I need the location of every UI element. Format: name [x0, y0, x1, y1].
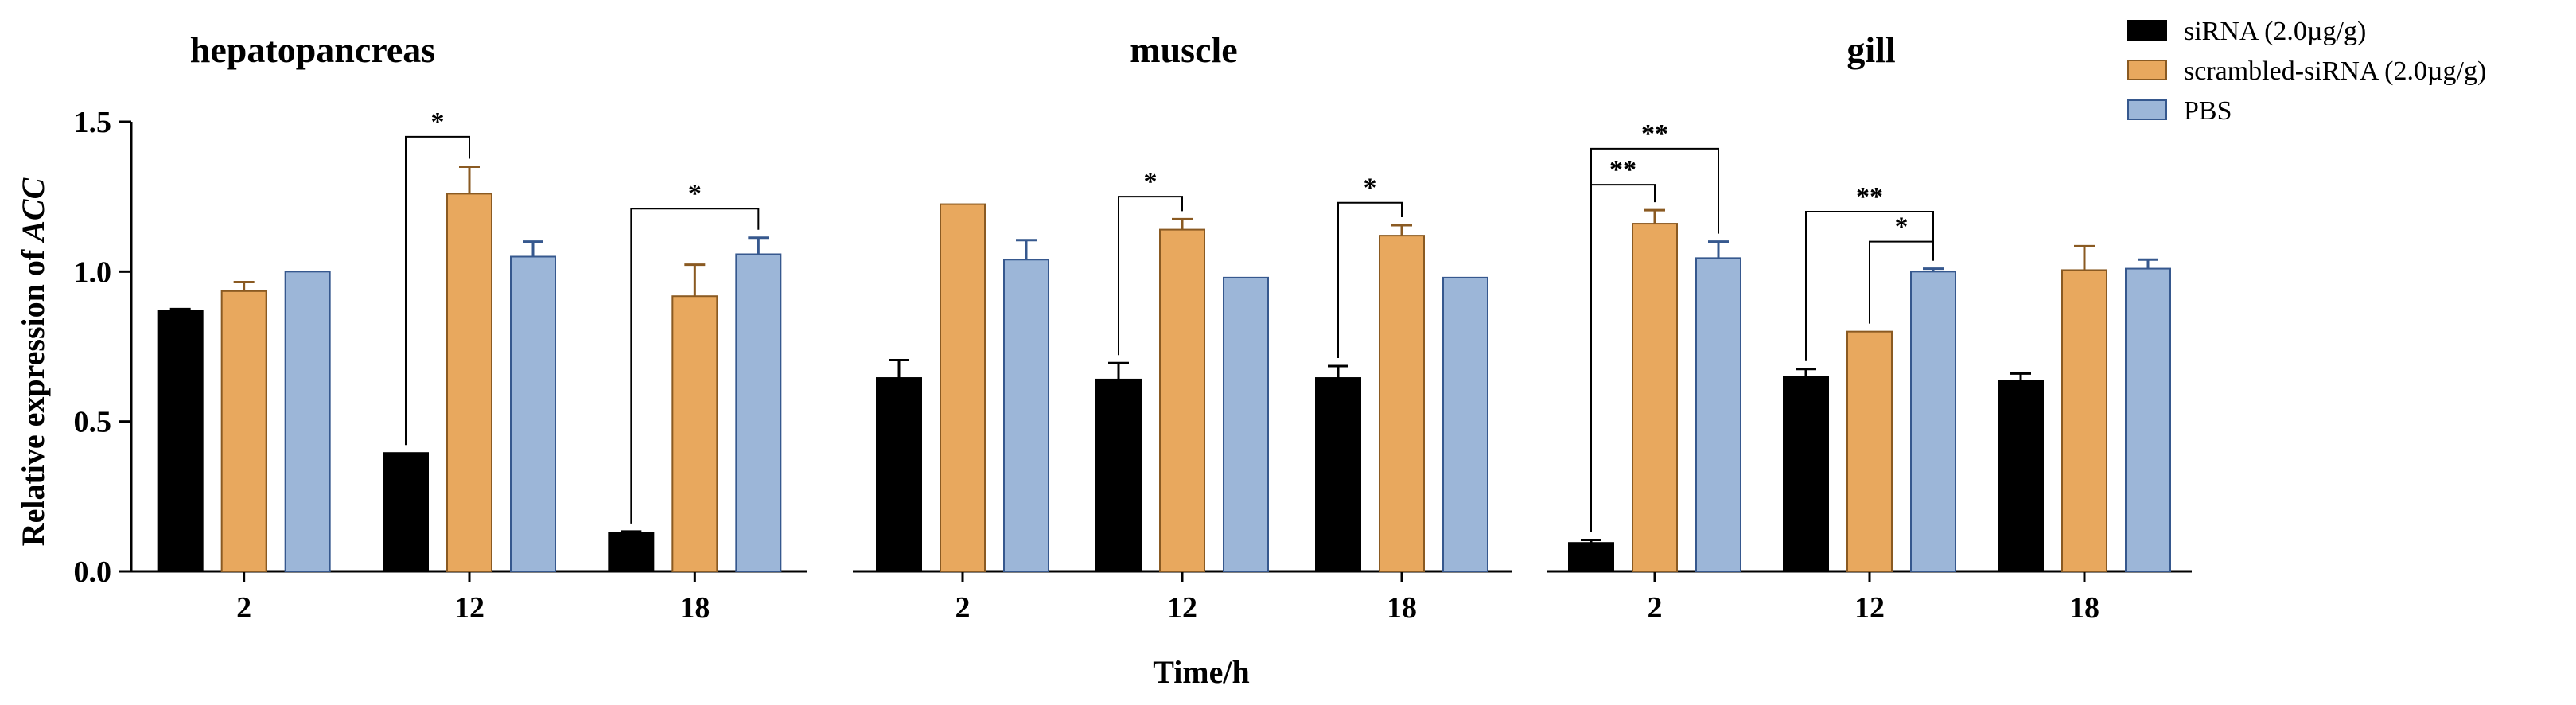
legend-label-pbs: PBS — [2184, 96, 2232, 126]
bar-sirna — [383, 452, 429, 573]
significance-bracket — [1805, 211, 1934, 361]
legend-swatch-pbs — [2127, 99, 2167, 120]
bar-pbs — [1442, 276, 1488, 572]
legend-label-sirna: siRNA (2.0µg/g) — [2184, 17, 2366, 46]
bar-pbs — [735, 253, 782, 572]
bar-scrambled — [1379, 235, 1425, 572]
bar-pbs — [1695, 257, 1741, 572]
legend-swatch-sirna — [2127, 20, 2167, 41]
bar-scrambled — [220, 290, 267, 572]
bar-scrambled — [446, 193, 492, 572]
significance-label: * — [1144, 167, 1158, 197]
panel-title: gill — [1846, 29, 1895, 70]
y-tick-label: 1.5 — [74, 106, 112, 139]
y-axis-title-gene: ACC — [15, 177, 51, 243]
x-axis-title: Time/h — [1153, 654, 1250, 690]
y-axis-title-text: Relative expression of — [15, 242, 51, 547]
significance-label: ** — [1856, 182, 1883, 212]
bar-pbs — [1910, 271, 1956, 572]
bar-pbs — [284, 271, 331, 572]
bar-scrambled — [940, 203, 986, 572]
x-tick-label: 2 — [236, 591, 251, 625]
bar-pbs — [1003, 259, 1049, 572]
significance-label: * — [1895, 212, 1909, 242]
legend: siRNA (2.0µg/g) scrambled-siRNA (2.0µg/g… — [2127, 17, 2486, 126]
y-tick-label: 0.0 — [74, 555, 112, 589]
significance-label: ** — [1609, 155, 1636, 185]
x-tick-label: 12 — [1167, 591, 1197, 625]
bar-sirna — [608, 532, 655, 573]
bar-sirna — [1783, 376, 1829, 572]
bar-scrambled — [1632, 223, 1678, 572]
significance-label: * — [1364, 173, 1377, 203]
svg-text:Relative expression of ACC: Relative expression of ACC — [15, 177, 51, 546]
bar-pbs — [2125, 267, 2171, 572]
bar-sirna — [157, 310, 204, 572]
x-tick-label: 18 — [2069, 591, 2099, 625]
significance-bracket — [1590, 184, 1656, 532]
x-tick-label: 12 — [454, 591, 484, 625]
x-tick-label: 12 — [1854, 591, 1885, 625]
legend-label-scrambled: scrambled-siRNA (2.0µg/g) — [2184, 56, 2486, 86]
significance-bracket — [1118, 196, 1183, 356]
significance-bracket — [405, 135, 470, 446]
significance-label: ** — [1641, 119, 1668, 149]
bar-pbs — [510, 255, 556, 572]
bar-sirna — [1315, 377, 1361, 572]
significance-bracket — [630, 208, 760, 524]
bar-sirna — [876, 377, 922, 572]
bar-sirna — [1998, 380, 2044, 573]
y-tick-label: 0.5 — [74, 406, 112, 439]
significance-bracket — [1869, 240, 1934, 324]
bar-pbs — [1223, 276, 1269, 572]
bar-sirna — [1095, 378, 1142, 572]
y-tick-label: 1.0 — [74, 255, 112, 289]
x-tick-label: 18 — [1387, 591, 1417, 625]
significance-label: * — [431, 107, 445, 137]
panel-title: hepatopancreas — [190, 29, 435, 70]
bar-scrambled — [1846, 330, 1893, 572]
x-tick-label: 2 — [1648, 591, 1663, 625]
x-tick-label: 2 — [955, 591, 971, 625]
legend-swatch-scrambled — [2127, 60, 2167, 80]
x-tick-label: 18 — [679, 591, 710, 625]
panel-title: muscle — [1130, 29, 1237, 70]
significance-label: * — [688, 179, 702, 208]
y-axis-title: Relative expression of ACC — [15, 177, 51, 546]
bar-sirna — [1568, 542, 1614, 573]
significance-bracket — [1337, 201, 1403, 358]
bar-scrambled — [2061, 269, 2107, 572]
bar-scrambled — [671, 295, 718, 572]
bar-scrambled — [1159, 228, 1205, 572]
